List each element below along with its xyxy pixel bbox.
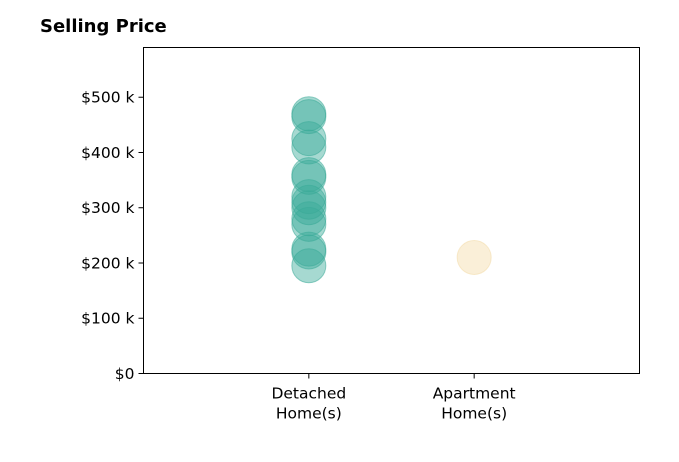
y-tick-label: $200 k <box>81 254 134 272</box>
scatter-point <box>291 184 327 220</box>
plot-frame <box>143 47 640 374</box>
scatter-point <box>291 190 327 226</box>
y-tick-label: $0 <box>115 365 135 383</box>
scatter-point <box>291 179 327 215</box>
chart-title: Selling Price <box>40 16 167 37</box>
scatter-point <box>456 239 492 275</box>
scatter-point <box>291 96 327 132</box>
y-tick-label: $500 k <box>81 89 134 107</box>
y-tick-label: $100 k <box>81 310 134 328</box>
y-tick-label: $300 k <box>81 199 134 217</box>
y-tick-label: $400 k <box>81 144 134 162</box>
x-tick-label: Detached Home(s) <box>271 385 346 423</box>
x-tick-label: Apartment Home(s) <box>433 385 516 423</box>
scatter-point <box>291 129 327 165</box>
scatter-point <box>291 121 327 157</box>
scatter-point <box>291 157 327 193</box>
scatter-point <box>291 231 327 267</box>
